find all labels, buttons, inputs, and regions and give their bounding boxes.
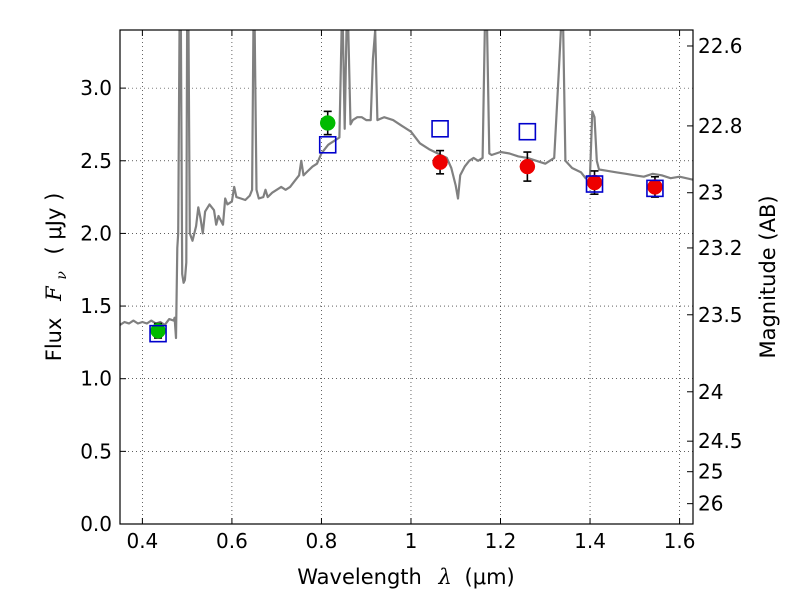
right-tick-label: 24.5 [698,429,743,453]
x-tick-label: 1 [405,529,418,553]
x-tick-label: 0.6 [216,529,248,553]
y-tick-label: 0.0 [80,512,112,536]
flux-point-marker [586,174,603,191]
spectrum [120,30,693,340]
right-axis-label: Magnitude (AB) [756,195,780,358]
model-square-marker [585,175,604,193]
y-tick-label: 2.0 [80,221,112,245]
model-square-marker [646,179,664,198]
y-tick-label: 1.5 [80,294,112,318]
x-tick-label: 1.6 [664,529,696,553]
x-tick-label: 1.2 [485,529,517,553]
y-tick-label: 3.0 [80,76,112,100]
x-axis-label-symbol: λ [438,565,452,589]
y-axis-ticks: 0.0 0.5 1.0 1.5 2.0 2.5 3.0 [80,76,126,536]
flux-point-marker [432,154,448,170]
x-axis-label-prefix: Wavelength [297,565,422,589]
x-axis-label-unit: (μm) [465,565,515,589]
model-square-marker [318,135,337,154]
right-tick-label: 22.8 [698,114,743,138]
right-tick-label: 23 [698,181,723,205]
x-axis-label: Wavelength λ (μm) [297,565,514,589]
model-square-marker [431,120,449,138]
y-tick-label: 2.5 [80,149,112,173]
model-square-marker [518,122,537,141]
y-tick-label: 1.0 [80,367,112,391]
right-tick-label: 23.2 [698,236,743,260]
flux-point-marker [319,115,336,131]
flux-point-marker [519,158,536,175]
right-axis-ticks: 22.6 22.8 23 23.2 23.5 24 24.5 25 26 [687,34,743,516]
y-axis-label-prefix: Flux [42,318,66,362]
model-square-marker [149,324,167,343]
x-axis-ticks: 0.4 0.6 0.8 1 1.2 1.4 1.6 [126,30,695,553]
flux-point-marker [647,179,663,195]
spectrum-line [120,30,693,340]
right-tick-label: 24 [698,380,723,404]
right-tick-label: 26 [698,492,723,516]
y-axis-label-unit: ( μJy ) [42,193,66,255]
photometry-markers [149,110,664,343]
y-tick-label: 0.5 [80,439,112,463]
right-tick-label: 22.6 [698,34,743,58]
right-tick-label: 25 [698,460,723,484]
plot-frame [119,29,694,525]
y-axis-label-subscript: ν [54,271,70,280]
y-axis-label: Flux F ν ( μJy ) [42,193,71,362]
y-axis-label-symbol: F [42,285,66,302]
x-tick-label: 0.8 [306,529,338,553]
x-tick-label: 0.4 [126,529,158,553]
x-tick-label: 1.4 [574,529,606,553]
right-tick-label: 23.5 [698,303,743,327]
